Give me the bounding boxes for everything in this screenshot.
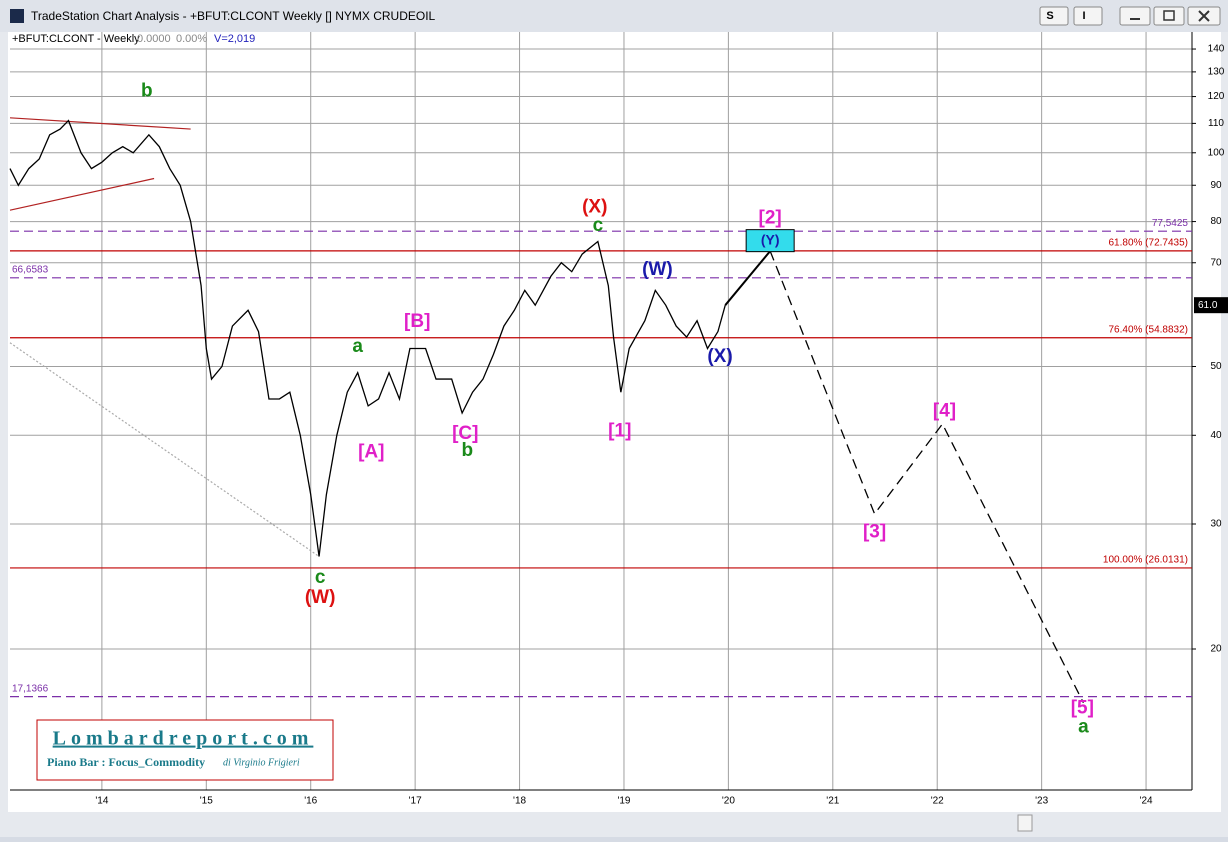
wave-label: [A] <box>358 442 384 463</box>
x-tick-label: '14 <box>95 796 108 807</box>
y-tick-label: 130 <box>1208 67 1225 78</box>
level-label: 66,6583 <box>12 264 49 275</box>
s-button[interactable] <box>1039 6 1069 26</box>
wave-label: (X) <box>707 346 732 367</box>
i-button-label[interactable]: I <box>1082 10 1085 22</box>
y-tick-label: 70 <box>1210 257 1222 268</box>
x-tick-label: '15 <box>200 796 213 807</box>
trendline <box>9 117 191 130</box>
plot: '14 '15 '16 '17 '18 '19 '20 '21 '22 '23 '24 20 30 40 5… <box>9 32 1228 807</box>
last-price-label: 61.0 <box>1198 300 1218 311</box>
y-tick-label: 100 <box>1208 147 1225 158</box>
symbol-label: +BFUT:CLCONT - Weekly <box>12 33 140 45</box>
wave-label: b <box>141 80 153 101</box>
wave-label: [4] <box>933 401 956 422</box>
level-label: 76.40% (54.8832) <box>1108 324 1188 335</box>
wave-label: (W) <box>642 259 673 280</box>
y-tick-label: 140 <box>1208 44 1225 55</box>
y-tick-label: 50 <box>1210 361 1222 372</box>
y-tick-label: 110 <box>1208 118 1224 129</box>
wave-label: [1] <box>608 420 631 441</box>
wave-label: [C] <box>452 423 478 444</box>
volume-label: V=2,019 <box>214 33 255 45</box>
wave-label: b <box>462 440 474 461</box>
trendline <box>9 342 320 557</box>
wave-label: [B] <box>404 311 430 332</box>
trendline <box>9 177 155 211</box>
wave-label: a <box>352 336 363 357</box>
price-line <box>769 250 1084 704</box>
level-label: 17,1366 <box>12 683 49 694</box>
status-bar <box>0 813 1228 837</box>
s-button-label[interactable]: S <box>1046 10 1053 22</box>
y-tick-label: 20 <box>1210 644 1222 655</box>
y-tick-label: 30 <box>1210 519 1222 530</box>
price-line <box>9 119 726 557</box>
minimize-button[interactable] <box>1119 6 1151 26</box>
wave-label: (X) <box>582 197 607 218</box>
wave-label: c <box>315 567 326 588</box>
x-tick-label: '24 <box>1140 796 1153 807</box>
x-tick-label: '21 <box>826 796 839 807</box>
wave-label: [5] <box>1071 697 1094 718</box>
level-label: 100.00% (26.0131) <box>1103 555 1188 566</box>
wave-label: (W) <box>305 587 336 608</box>
last-price-box <box>1194 297 1228 314</box>
watermark-line: Piano Bar : Focus_Commodity <box>47 755 205 769</box>
y-tick-label: 80 <box>1210 216 1222 227</box>
chart-area <box>8 32 1221 812</box>
y-tick-label: 120 <box>1208 91 1225 102</box>
x-tick-label: '20 <box>722 796 735 807</box>
watermark-box <box>36 719 334 781</box>
annotation-box <box>745 229 795 253</box>
wave-label: a <box>1078 717 1089 738</box>
maximize-icon <box>1163 10 1175 21</box>
window-title: TradeStation Chart Analysis - +BFUT:CLCO… <box>31 9 436 23</box>
x-tick-label: '22 <box>931 796 944 807</box>
x-tick-label: '23 <box>1035 796 1048 807</box>
wave-label: [3] <box>863 521 886 542</box>
x-tick-label: '19 <box>617 796 630 807</box>
wave-label: c <box>593 215 604 236</box>
y-tick-label: 40 <box>1210 430 1222 441</box>
i-button[interactable] <box>1073 6 1103 26</box>
level-label: 77,5425 <box>1152 218 1189 229</box>
change-pct-label: 0.00% <box>176 33 207 45</box>
wave-label: [2] <box>759 208 782 229</box>
x-tick-label: '17 <box>409 796 422 807</box>
x-tick-label: '16 <box>304 796 317 807</box>
wave-label: (Y) <box>761 231 780 247</box>
change-label: 0.0000 <box>137 33 171 45</box>
x-tick-label: '18 <box>513 796 526 807</box>
scroll-handle[interactable] <box>1017 814 1033 832</box>
watermark-author: di Virginio Frigieri <box>223 757 300 768</box>
watermark-site: Lombardreport.com <box>53 728 314 750</box>
close-icon <box>1198 10 1210 22</box>
price-line <box>724 250 771 306</box>
app-icon <box>10 9 24 23</box>
maximize-button[interactable] <box>1153 6 1185 26</box>
y-tick-label: 90 <box>1210 180 1222 191</box>
title-bar <box>0 0 1228 32</box>
level-label: 61.80% (72.7435) <box>1108 238 1188 249</box>
